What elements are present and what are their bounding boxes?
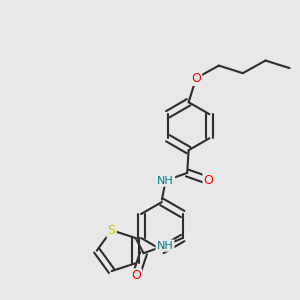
Text: S: S <box>108 224 116 237</box>
Text: NH: NH <box>157 241 173 250</box>
Text: O: O <box>191 72 201 85</box>
Text: O: O <box>204 174 214 187</box>
Text: NH: NH <box>157 176 174 185</box>
Text: O: O <box>131 269 141 282</box>
